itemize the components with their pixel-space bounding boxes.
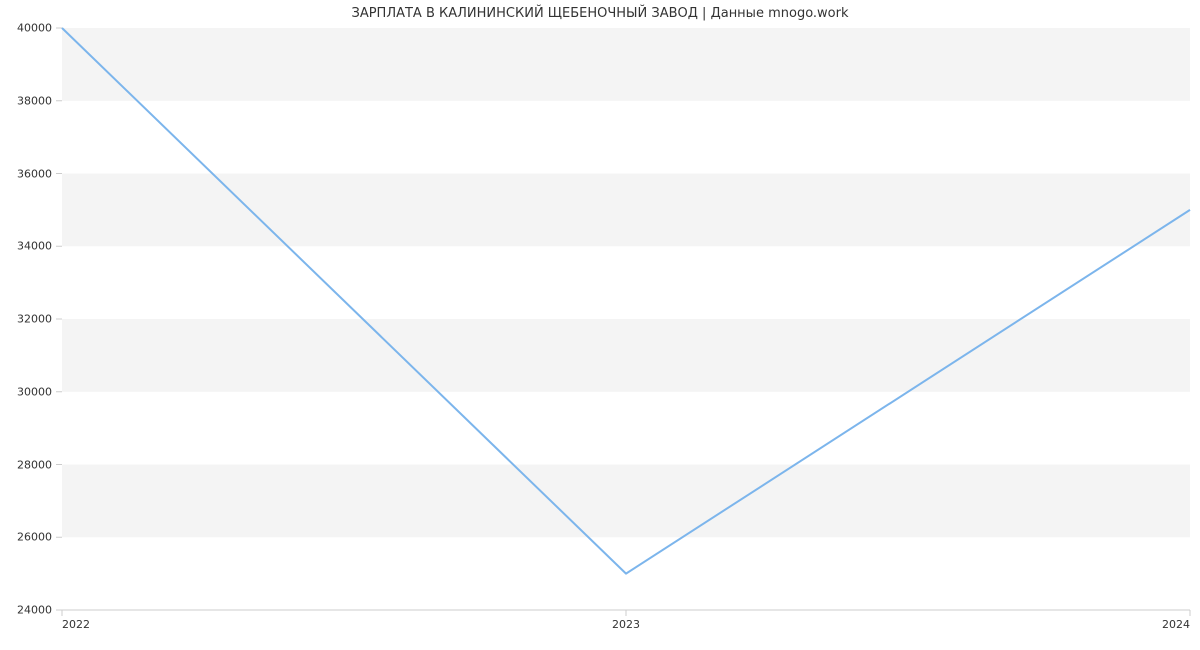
- x-tick-label: 2023: [612, 618, 640, 631]
- y-tick-label: 34000: [12, 240, 52, 253]
- y-tick-label: 28000: [12, 458, 52, 471]
- chart-title: ЗАРПЛАТА В КАЛИНИНСКИЙ ЩЕБЕНОЧНЫЙ ЗАВОД …: [0, 6, 1200, 21]
- y-tick-label: 36000: [12, 167, 52, 180]
- y-tick-label: 38000: [12, 94, 52, 107]
- plot-svg: [62, 28, 1190, 610]
- x-tick-label: 2022: [62, 618, 90, 631]
- plot-area: [62, 28, 1190, 610]
- salary-line-chart: ЗАРПЛАТА В КАЛИНИНСКИЙ ЩЕБЕНОЧНЫЙ ЗАВОД …: [0, 0, 1200, 650]
- y-tick-label: 32000: [12, 313, 52, 326]
- x-tick-label: 2024: [1162, 618, 1190, 631]
- y-tick-label: 26000: [12, 531, 52, 544]
- y-tick-label: 30000: [12, 385, 52, 398]
- y-tick-label: 24000: [12, 604, 52, 617]
- y-tick-label: 40000: [12, 22, 52, 35]
